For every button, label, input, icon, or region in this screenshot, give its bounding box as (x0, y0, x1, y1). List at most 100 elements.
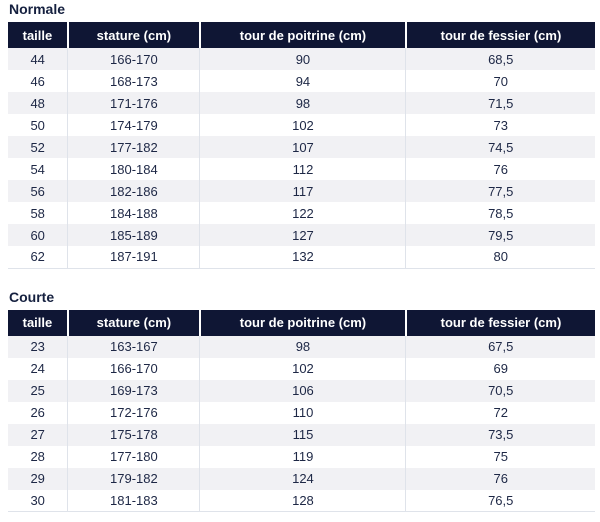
table-cell: 127 (199, 224, 406, 246)
table-cell: 70,5 (405, 379, 595, 402)
table-row: 54 180-184 112 76 (8, 158, 595, 180)
section-title: Courte (9, 288, 55, 305)
table-cell: 73 (405, 114, 595, 136)
table-cell: 75 (405, 445, 595, 468)
table-row: 56 182-186 117 77,5 (8, 180, 595, 202)
table-cell: 115 (199, 423, 406, 446)
size-table: taille stature (cm) tour de poitrine (cm) t… (8, 22, 595, 269)
column-header: tour de fessier (cm) (404, 309, 595, 336)
table-cell: 102 (199, 114, 406, 136)
table-row: 44 166-170 90 68,5 (8, 48, 595, 70)
table-cell: 166-170 (67, 48, 200, 70)
table-cell: 177-182 (67, 136, 200, 158)
column-header: tour de poitrine (cm) (198, 309, 406, 336)
table-cell: 77,5 (405, 180, 595, 202)
table-row: 29 179-182 124 76 (8, 467, 595, 490)
table-cell: 23 (8, 335, 68, 358)
table-row: 28 177-180 119 75 (8, 445, 595, 468)
table-cell: 25 (8, 379, 68, 402)
table-cell: 117 (199, 180, 406, 202)
table-cell: 48 (8, 92, 68, 114)
table-cell: 132 (199, 246, 406, 269)
table-row: 30 181-183 128 76,5 (8, 489, 595, 512)
table-cell: 94 (199, 70, 406, 92)
table-body: 44 166-170 90 68,5 46 168-173 94 70 48 171-176 98 7… (8, 48, 595, 269)
column-header: taille (8, 22, 68, 48)
table-cell: 26 (8, 401, 68, 424)
table-cell: 70 (405, 70, 595, 92)
table-cell: 78,5 (405, 202, 595, 224)
table-cell: 119 (199, 445, 406, 468)
column-header: tour de poitrine (cm) (198, 22, 406, 48)
table-cell: 60 (8, 224, 68, 246)
table-cell: 28 (8, 445, 68, 468)
table-cell: 79,5 (405, 224, 595, 246)
table-header: taille stature (cm) tour de poitrine (cm) t… (8, 309, 595, 336)
table-cell: 168-173 (67, 70, 200, 92)
table-cell: 98 (199, 92, 406, 114)
table-row: 25 169-173 106 70,5 (8, 379, 595, 402)
table-cell: 30 (8, 489, 68, 512)
table-row: 52 177-182 107 74,5 (8, 136, 595, 158)
table-cell: 52 (8, 136, 68, 158)
table-cell: 68,5 (405, 48, 595, 70)
table-cell: 44 (8, 48, 68, 70)
table-row: 24 166-170 102 69 (8, 357, 595, 380)
table-cell: 187-191 (67, 246, 200, 269)
table-cell: 180-184 (67, 158, 200, 180)
table-cell: 76,5 (405, 489, 595, 512)
table-cell: 122 (199, 202, 406, 224)
table-cell: 76 (405, 467, 595, 490)
table-body: 23 163-167 98 67,5 24 166-170 102 69 25 169-173 10… (8, 335, 595, 512)
table-cell: 76 (405, 158, 595, 180)
table-cell: 71,5 (405, 92, 595, 114)
table-cell: 74,5 (405, 136, 595, 158)
table-cell: 181-183 (67, 489, 200, 512)
table-cell: 172-176 (67, 401, 200, 424)
table-row: 50 174-179 102 73 (8, 114, 595, 136)
table-cell: 90 (199, 48, 406, 70)
table-cell: 107 (199, 136, 406, 158)
table-row: 26 172-176 110 72 (8, 401, 595, 424)
table-cell: 24 (8, 357, 68, 380)
size-table-section-courte: Courte taille stature (cm) tour de poitrin… (8, 288, 595, 512)
table-cell: 80 (405, 246, 595, 269)
table-row: 23 163-167 98 67,5 (8, 335, 595, 358)
table-cell: 169-173 (67, 379, 200, 402)
table-cell: 69 (405, 357, 595, 380)
table-cell: 124 (199, 467, 406, 490)
table-row: 46 168-173 94 70 (8, 70, 595, 92)
table-cell: 46 (8, 70, 68, 92)
table-cell: 56 (8, 180, 68, 202)
table-cell: 58 (8, 202, 68, 224)
table-row: 60 185-189 127 79,5 (8, 224, 595, 246)
table-header: taille stature (cm) tour de poitrine (cm) t… (8, 22, 595, 48)
table-cell: 174-179 (67, 114, 200, 136)
column-header: stature (cm) (66, 22, 200, 48)
table-cell: 128 (199, 489, 406, 512)
table-row: 48 171-176 98 71,5 (8, 92, 595, 114)
column-header: taille (8, 309, 68, 336)
table-cell: 73,5 (405, 423, 595, 446)
table-cell: 182-186 (67, 180, 200, 202)
table-cell: 184-188 (67, 202, 200, 224)
table-cell: 171-176 (67, 92, 200, 114)
table-cell: 175-178 (67, 423, 200, 446)
table-cell: 29 (8, 467, 68, 490)
table-cell: 177-180 (67, 445, 200, 468)
table-cell: 106 (199, 379, 406, 402)
header-row: taille stature (cm) tour de poitrine (cm) t… (8, 309, 595, 336)
table-cell: 27 (8, 423, 68, 446)
size-table-section-normale: Normale taille stature (cm) tour de poitri… (8, 1, 595, 269)
column-header: stature (cm) (66, 309, 200, 336)
section-title: Normale (9, 1, 66, 17)
header-row: taille stature (cm) tour de poitrine (cm) t… (8, 22, 595, 48)
table-cell: 102 (199, 357, 406, 380)
table-cell: 179-182 (67, 467, 200, 490)
table-cell: 163-167 (67, 335, 200, 358)
table-row: 62 187-191 132 80 (8, 246, 595, 269)
table-row: 58 184-188 122 78,5 (8, 202, 595, 224)
table-cell: 50 (8, 114, 68, 136)
table-cell: 185-189 (67, 224, 200, 246)
